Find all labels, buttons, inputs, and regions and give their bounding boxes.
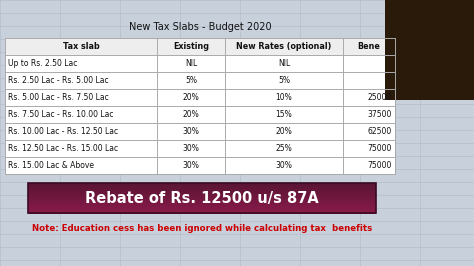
Text: Rs. 5.00 Lac - Rs. 7.50 Lac: Rs. 5.00 Lac - Rs. 7.50 Lac xyxy=(8,93,109,102)
Text: Note: Education cess has been ignored while calculating tax  benefits: Note: Education cess has been ignored wh… xyxy=(32,224,372,233)
Bar xyxy=(28,189,376,191)
Text: New Rates (optional): New Rates (optional) xyxy=(237,42,332,51)
Text: Bene: Bene xyxy=(357,42,381,51)
Bar xyxy=(28,186,376,188)
Bar xyxy=(28,210,376,212)
Text: 15%: 15% xyxy=(275,110,292,119)
Text: 10%: 10% xyxy=(275,93,292,102)
Text: 37500: 37500 xyxy=(368,110,392,119)
Bar xyxy=(28,211,376,214)
Bar xyxy=(28,193,376,196)
Bar xyxy=(28,188,376,189)
Text: 20%: 20% xyxy=(182,110,200,119)
Bar xyxy=(28,209,376,210)
Bar xyxy=(28,183,376,185)
Text: 75000: 75000 xyxy=(368,161,392,170)
Bar xyxy=(28,204,376,206)
Text: Existing: Existing xyxy=(173,42,209,51)
Bar xyxy=(28,198,376,200)
Text: 75000: 75000 xyxy=(368,144,392,153)
Text: 20%: 20% xyxy=(182,93,200,102)
Bar xyxy=(28,183,376,213)
Text: Rs. 10.00 Lac - Rs. 12.50 Lac: Rs. 10.00 Lac - Rs. 12.50 Lac xyxy=(8,127,118,136)
Text: 30%: 30% xyxy=(182,161,200,170)
Text: NIL: NIL xyxy=(185,59,197,68)
Bar xyxy=(28,192,376,194)
Text: Rebate of Rs. 12500 u/s 87A: Rebate of Rs. 12500 u/s 87A xyxy=(85,190,319,206)
Bar xyxy=(28,202,376,205)
Text: Rs. 15.00 Lac & Above: Rs. 15.00 Lac & Above xyxy=(8,161,94,170)
Text: 5%: 5% xyxy=(278,76,290,85)
Text: 30%: 30% xyxy=(182,127,200,136)
Bar xyxy=(28,201,376,203)
Text: Up to Rs. 2.50 Lac: Up to Rs. 2.50 Lac xyxy=(8,59,77,68)
Bar xyxy=(28,207,376,209)
Text: 25000: 25000 xyxy=(368,93,392,102)
Text: Tax slab: Tax slab xyxy=(63,42,100,51)
Text: Rs. 2.50 Lac - Rs. 5.00 Lac: Rs. 2.50 Lac - Rs. 5.00 Lac xyxy=(8,76,109,85)
Bar xyxy=(5,38,395,55)
Text: 5%: 5% xyxy=(185,76,197,85)
Text: New Tax Slabs - Budget 2020: New Tax Slabs - Budget 2020 xyxy=(128,22,271,32)
Bar xyxy=(5,38,395,174)
Text: 30%: 30% xyxy=(182,144,200,153)
Text: 25%: 25% xyxy=(275,144,292,153)
Bar xyxy=(28,185,376,186)
Text: Rs. 7.50 Lac - Rs. 10.00 Lac: Rs. 7.50 Lac - Rs. 10.00 Lac xyxy=(8,110,113,119)
Text: Rs. 12.50 Lac - Rs. 15.00 Lac: Rs. 12.50 Lac - Rs. 15.00 Lac xyxy=(8,144,118,153)
Text: 62500: 62500 xyxy=(368,127,392,136)
Bar xyxy=(28,206,376,207)
Text: NIL: NIL xyxy=(278,59,290,68)
Bar xyxy=(28,195,376,197)
Text: 20%: 20% xyxy=(275,127,292,136)
Bar xyxy=(28,190,376,193)
Bar xyxy=(28,200,376,202)
Text: 30%: 30% xyxy=(275,161,292,170)
Bar xyxy=(385,0,474,100)
Bar xyxy=(28,197,376,198)
